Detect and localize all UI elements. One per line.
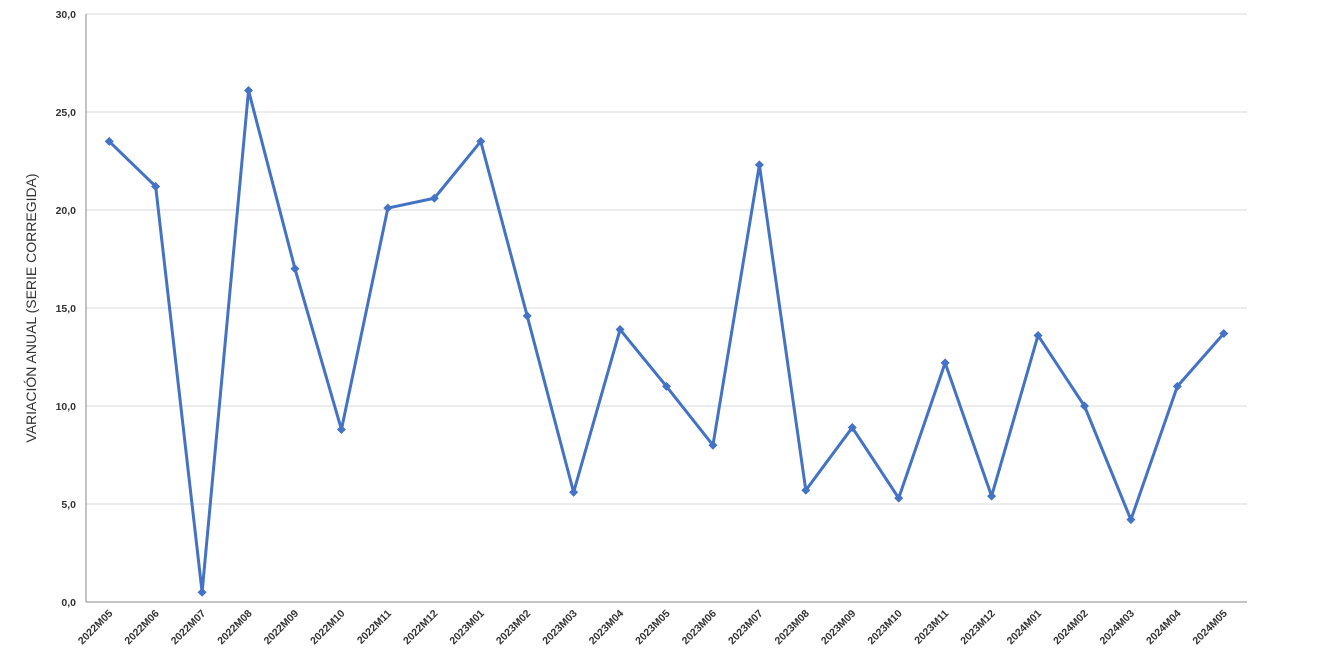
x-tick-label: 2023M07 (726, 608, 766, 648)
marker (615, 325, 625, 335)
marker (197, 587, 207, 597)
marker (104, 136, 114, 146)
marker (336, 425, 346, 435)
marker (801, 485, 811, 495)
x-tick-label: 2022M06 (122, 608, 162, 648)
x-tick-label: 2022M08 (215, 608, 255, 648)
x-tick-label: 2024M03 (1098, 608, 1138, 648)
y-axis-label: VARIACIÓN ANUAL (SERIE CORREGIDA) (23, 173, 39, 442)
y-tick-label: 10,0 (56, 401, 77, 413)
marker (429, 193, 439, 203)
marker (244, 85, 254, 95)
x-tick-label: 2024M01 (1005, 608, 1045, 648)
x-tick-label: 2023M11 (912, 608, 951, 647)
marker (1033, 330, 1043, 340)
marker (1172, 381, 1182, 391)
line (108, 88, 1225, 594)
marker (894, 493, 904, 503)
x-tick-label: 2024M04 (1144, 608, 1184, 648)
x-tick-label: 2022M12 (401, 608, 441, 648)
x-tick-label: 2022M09 (262, 608, 302, 648)
marker (290, 264, 300, 274)
x-tick-label: 2022M07 (169, 608, 209, 648)
x-tick-label: 2022M11 (355, 608, 394, 647)
marker (662, 381, 671, 391)
x-tick-label: 2023M04 (587, 608, 627, 648)
marker (151, 181, 161, 191)
x-tick-label: 2023M10 (865, 608, 905, 648)
marker (1079, 401, 1089, 411)
x-tick-label: 2023M06 (680, 608, 720, 648)
marker (940, 358, 950, 368)
x-tick-label: 2023M02 (494, 608, 534, 648)
marker (708, 440, 718, 450)
x-tick-label: 2022M10 (308, 608, 348, 648)
x-tick-label: 2022M05 (76, 608, 116, 648)
marker (476, 136, 486, 146)
y-tick-label: 20,0 (56, 205, 77, 217)
x-tick-label: 2023M09 (819, 608, 859, 648)
x-tick-label: 2024M02 (1051, 608, 1091, 648)
y-tick-label: 25,0 (56, 107, 77, 119)
marker (847, 423, 857, 433)
marker (987, 491, 997, 501)
y-tick-label: 5,0 (61, 499, 76, 511)
y-tick-label: 30,0 (56, 9, 77, 21)
y-tick-label: 15,0 (56, 303, 77, 315)
marker (754, 160, 764, 170)
marker (522, 311, 532, 321)
x-tick-label: 2023M05 (633, 608, 673, 648)
x-tick-label: 2023M12 (958, 608, 998, 648)
marker (1126, 515, 1136, 525)
x-tick-label: 2024M05 (1190, 608, 1230, 648)
marker (383, 203, 393, 213)
y-tick-label: 0,0 (61, 597, 76, 609)
marker (569, 487, 579, 497)
marker (1219, 328, 1229, 338)
x-tick-label: 2023M08 (772, 608, 812, 648)
x-tick-label: 2023M03 (540, 608, 580, 648)
x-tick-label: 2023M01 (447, 608, 487, 648)
